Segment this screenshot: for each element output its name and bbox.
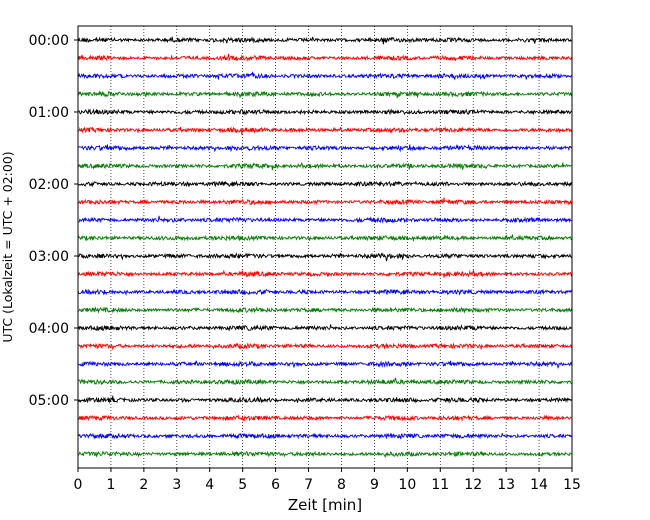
x-tick-label-8: 8 (337, 477, 346, 493)
y-tick-label-00:00: 00:00 (29, 33, 69, 49)
x-tick-label-12: 12 (464, 477, 482, 493)
trace-3 (77, 71, 572, 81)
trace-2 (77, 53, 573, 62)
trace-23 (77, 432, 573, 440)
trace-14 (77, 268, 573, 278)
x-tick-label-6: 6 (271, 477, 280, 493)
x-tick-label-5: 5 (238, 477, 247, 493)
y-tick-label-04:00: 04:00 (29, 321, 69, 337)
plot-frame (77, 25, 573, 469)
trace-12 (77, 234, 572, 242)
x-tick-label-14: 14 (530, 477, 548, 493)
trace-9 (77, 180, 572, 188)
x-tick-label-10: 10 (398, 477, 416, 493)
x-tick-label-7: 7 (304, 477, 313, 493)
y-tick-label-01:00: 01:00 (29, 105, 69, 121)
trace-4 (77, 90, 573, 99)
trace-15 (77, 288, 573, 297)
trace-5 (77, 108, 573, 116)
trace-7 (77, 144, 573, 153)
y-tick-label-03:00: 03:00 (29, 249, 69, 265)
trace-18 (77, 342, 573, 351)
trace-8 (77, 161, 573, 171)
seismogram-traces (77, 36, 573, 458)
trace-20 (77, 377, 573, 386)
trace-11 (77, 215, 572, 224)
x-tick-label-4: 4 (205, 477, 214, 493)
trace-13 (77, 252, 573, 262)
x-tick-label-3: 3 (172, 477, 181, 493)
x-tick-label-11: 11 (431, 477, 449, 493)
trace-17 (77, 324, 572, 332)
trace-1 (77, 36, 572, 45)
x-tick-label-1: 1 (106, 477, 115, 493)
trace-10 (77, 197, 573, 206)
y-axis-label: UTC (Lokalzeit = UTC + 02:00) (0, 151, 15, 342)
trace-16 (77, 306, 573, 314)
x-tick-label-13: 13 (497, 477, 515, 493)
y-tick-label-02:00: 02:00 (29, 177, 69, 193)
y-tick-label-05:00: 05:00 (29, 393, 69, 409)
x-tick-label-2: 2 (139, 477, 148, 493)
trace-21 (77, 395, 573, 404)
x-axis: 0 1 2 3 4 5 6 7 8 9 10 11 12 13 14 15 (74, 468, 581, 493)
x-tick-label-0: 0 (74, 477, 83, 493)
trace-19 (77, 359, 573, 370)
trace-22 (77, 414, 572, 422)
x-tick-label-9: 9 (370, 477, 379, 493)
x-axis-label: Zeit [min] (288, 496, 362, 514)
y-axis: 00:00 01:00 02:00 03:00 04:00 05:00 (29, 33, 78, 409)
x-tick-label-15: 15 (563, 477, 581, 493)
trace-24 (77, 450, 572, 458)
trace-6 (77, 126, 573, 136)
